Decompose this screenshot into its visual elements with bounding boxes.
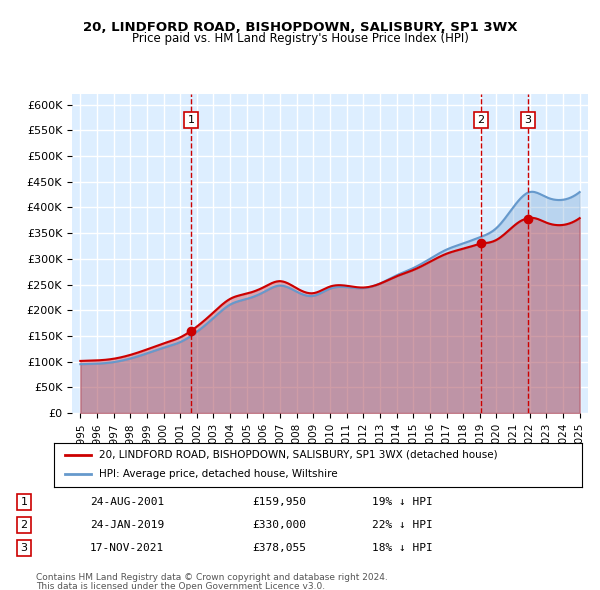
Text: 18% ↓ HPI: 18% ↓ HPI — [372, 543, 433, 553]
Text: £330,000: £330,000 — [252, 520, 306, 530]
Text: 3: 3 — [524, 115, 531, 125]
Text: 3: 3 — [20, 543, 28, 553]
Text: 24-AUG-2001: 24-AUG-2001 — [90, 497, 164, 507]
Text: 24-JAN-2019: 24-JAN-2019 — [90, 520, 164, 530]
Text: 20, LINDFORD ROAD, BISHOPDOWN, SALISBURY, SP1 3WX: 20, LINDFORD ROAD, BISHOPDOWN, SALISBURY… — [83, 21, 517, 34]
Text: £378,055: £378,055 — [252, 543, 306, 553]
Text: 19% ↓ HPI: 19% ↓ HPI — [372, 497, 433, 507]
Text: 2: 2 — [478, 115, 485, 125]
Text: This data is licensed under the Open Government Licence v3.0.: This data is licensed under the Open Gov… — [36, 582, 325, 590]
Text: 20, LINDFORD ROAD, BISHOPDOWN, SALISBURY, SP1 3WX (detached house): 20, LINDFORD ROAD, BISHOPDOWN, SALISBURY… — [99, 450, 497, 460]
Text: Price paid vs. HM Land Registry's House Price Index (HPI): Price paid vs. HM Land Registry's House … — [131, 32, 469, 45]
Text: 22% ↓ HPI: 22% ↓ HPI — [372, 520, 433, 530]
Text: HPI: Average price, detached house, Wiltshire: HPI: Average price, detached house, Wilt… — [99, 470, 338, 479]
Text: 2: 2 — [20, 520, 28, 530]
Text: Contains HM Land Registry data © Crown copyright and database right 2024.: Contains HM Land Registry data © Crown c… — [36, 573, 388, 582]
Text: £159,950: £159,950 — [252, 497, 306, 507]
Text: 1: 1 — [20, 497, 28, 507]
Text: 17-NOV-2021: 17-NOV-2021 — [90, 543, 164, 553]
Text: 1: 1 — [188, 115, 194, 125]
